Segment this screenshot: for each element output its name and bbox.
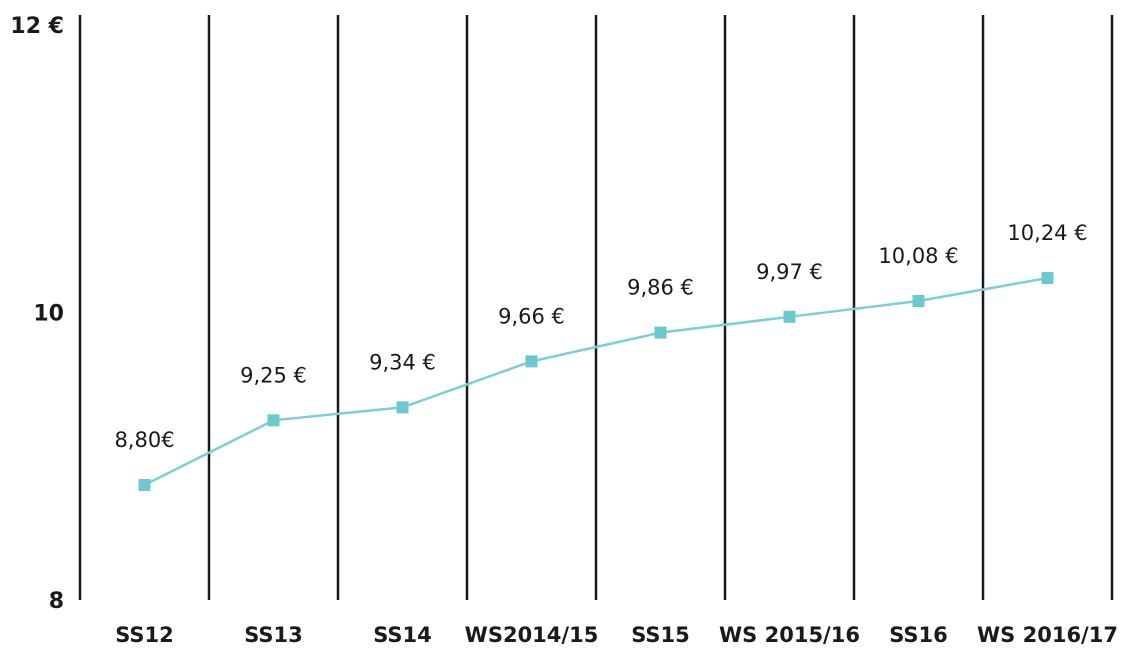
- x-tick-label: WS 2016/17: [977, 623, 1118, 647]
- data-point: [396, 401, 409, 414]
- x-tick-label: SS12: [115, 623, 174, 647]
- data-point: [138, 479, 151, 491]
- x-tick-label: WS2014/15: [465, 623, 599, 647]
- data-label: 10,08 €: [878, 244, 958, 268]
- data-label: 9,86 €: [627, 276, 694, 300]
- x-tick-label: WS 2015/16: [719, 623, 860, 647]
- x-tick-label: SS13: [244, 623, 303, 647]
- data-label: 9,34 €: [369, 350, 436, 374]
- data-point: [912, 295, 925, 307]
- data-label: 9,25 €: [240, 363, 307, 387]
- y-tick-label: 8: [49, 589, 64, 614]
- data-label: 8,80€: [114, 428, 174, 452]
- data-line: [143, 276, 1048, 487]
- data-point: [783, 310, 796, 323]
- data-point: [267, 414, 280, 427]
- data-point: [1041, 272, 1054, 284]
- x-tick-label: SS14: [373, 623, 432, 647]
- data-label: 10,24 €: [1007, 221, 1087, 245]
- data-label: 9,66 €: [498, 304, 565, 328]
- x-tick-label: SS16: [889, 623, 948, 647]
- x-tick-label: SS15: [631, 623, 690, 647]
- data-point: [525, 355, 538, 368]
- data-label: 9,97 €: [756, 260, 823, 284]
- y-tick-label: 10: [33, 302, 64, 327]
- y-tick-label: 12 €: [10, 14, 64, 39]
- data-point: [654, 326, 667, 339]
